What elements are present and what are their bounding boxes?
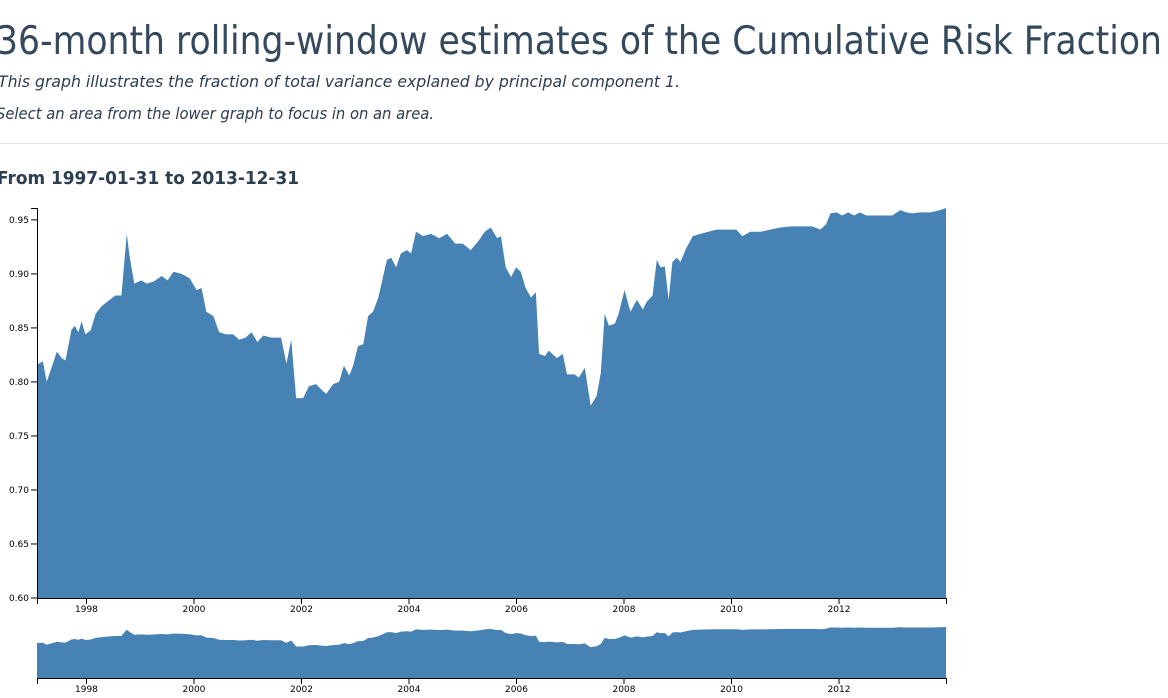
x-tick-label: 2010	[720, 605, 743, 615]
instruction: Select an area from the lower graph to f…	[0, 104, 434, 123]
x-tick-label: 2010	[720, 685, 743, 695]
x-tick-label: 2006	[505, 685, 528, 695]
x-tick-label: 2012	[828, 685, 851, 695]
x-tick-label: 2008	[613, 605, 636, 615]
page-title: 36-month rolling-window estimates of the…	[0, 19, 1162, 64]
y-tick-label: 0.85	[9, 324, 29, 334]
x-tick-label: 2004	[398, 605, 421, 615]
y-tick-label: 0.80	[9, 378, 29, 388]
x-tick-label: 2002	[290, 605, 313, 615]
x-tick-label: 2004	[398, 685, 421, 695]
subtitle: This graph illustrates the fraction of t…	[0, 72, 680, 91]
x-tick-label: 1998	[75, 605, 98, 615]
y-tick-label: 0.65	[9, 540, 29, 550]
chart-title: From 1997-01-31 to 2013-12-31	[0, 168, 299, 189]
y-tick-label: 0.75	[9, 432, 29, 442]
y-tick-label: 0.70	[9, 486, 29, 496]
y-tick-label: 0.60	[9, 594, 29, 604]
area	[37, 208, 946, 598]
x-tick-label: 2000	[183, 685, 206, 695]
x-tick-label: 1998	[75, 685, 98, 695]
x-tick-label: 2006	[505, 605, 528, 615]
x-tick-label: 2002	[290, 685, 313, 695]
x-tick-label: 2008	[613, 685, 636, 695]
x-tick-label: 2012	[828, 605, 851, 615]
x-tick-label: 2000	[183, 605, 206, 615]
area	[37, 627, 946, 678]
y-tick-label: 0.90	[9, 270, 29, 280]
y-tick-label: 0.95	[9, 216, 29, 226]
